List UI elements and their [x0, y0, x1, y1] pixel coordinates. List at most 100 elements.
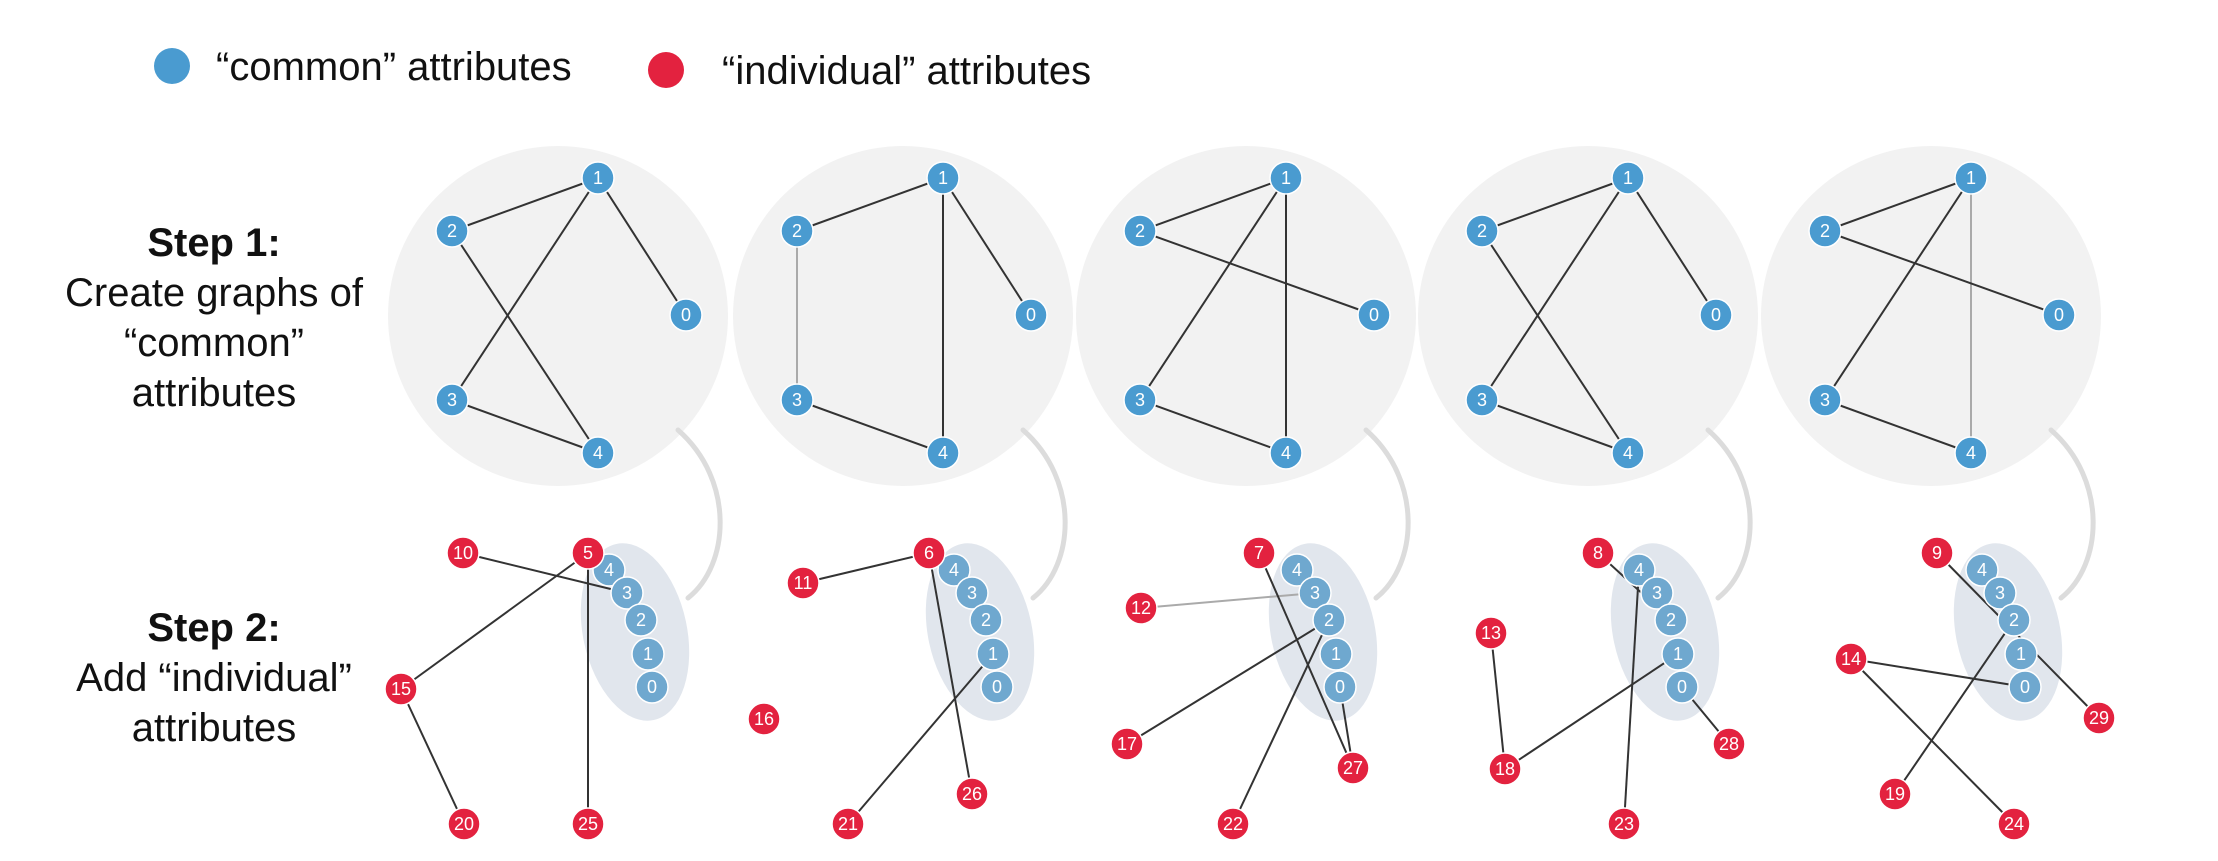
chain-node-1-label: 1 — [1331, 644, 1341, 664]
individual-node-14-label: 14 — [1841, 649, 1861, 669]
chain-node-1-label: 1 — [2016, 644, 2026, 664]
chain-node-4 — [1622, 553, 1656, 587]
chain-node-2 — [1654, 603, 1688, 637]
chain-node-2 — [1312, 603, 1346, 637]
common-node-4 — [581, 436, 615, 470]
individual-node-11-label: 11 — [794, 573, 813, 593]
common-edge — [451, 177, 599, 232]
common-node-0-label: 0 — [1026, 305, 1036, 325]
step-2-label: Step 2: Add “individual” attributes — [24, 603, 404, 753]
common-node-0-label: 0 — [1711, 305, 1721, 325]
chain-node-0-label: 0 — [647, 677, 657, 697]
common-node-4 — [1269, 436, 1303, 470]
chain-node-4-label: 4 — [604, 560, 614, 580]
individual-edge — [1258, 552, 1354, 769]
chain-node-0 — [635, 670, 669, 704]
chain-node-0 — [2008, 670, 2042, 704]
individual-node-5-label: 5 — [583, 543, 593, 563]
step-2-title: Step 2: — [147, 606, 281, 650]
individual-node-18 — [1488, 752, 1522, 786]
common-node-0-label: 0 — [1369, 305, 1379, 325]
individual-edge — [462, 552, 628, 594]
individual-node-28 — [1712, 727, 1746, 761]
individual-node-19 — [1878, 777, 1912, 811]
chain-node-0-label: 0 — [1677, 677, 1687, 697]
individual-node-21 — [831, 807, 865, 841]
chain-node-3-label: 3 — [622, 583, 632, 603]
individual-edge — [1140, 592, 1316, 609]
common-node-4-label: 4 — [1966, 443, 1976, 463]
individual-node-20 — [447, 807, 481, 841]
common-node-3 — [1123, 383, 1157, 417]
chain-node-2 — [969, 603, 1003, 637]
common-edge — [1627, 177, 1717, 316]
common-node-2-label: 2 — [1135, 221, 1145, 241]
individual-legend-dot — [648, 52, 684, 88]
common-edge — [1481, 177, 1629, 401]
individual-node-17 — [1110, 727, 1144, 761]
individual-node-5 — [571, 536, 605, 570]
individual-node-23-label: 23 — [1614, 814, 1634, 834]
chain-node-3 — [955, 576, 989, 610]
chain-node-4-label: 4 — [1634, 560, 1644, 580]
chain-node-2-label: 2 — [1324, 610, 1334, 630]
common-edge — [942, 177, 1032, 316]
common-edge — [796, 177, 944, 232]
individual-edge — [1504, 653, 1679, 770]
individual-legend-label: “individual” attributes — [722, 49, 1092, 93]
individual-node-27 — [1336, 751, 1370, 785]
individual-node-24-label: 24 — [2004, 814, 2024, 834]
common-graph-bubble — [1076, 146, 1416, 486]
individual-node-6-label: 6 — [924, 543, 934, 563]
common-node-0-label: 0 — [2054, 305, 2064, 325]
common-node-2 — [1808, 214, 1842, 248]
common-legend-dot — [154, 48, 190, 84]
step-1-line: attributes — [131, 371, 297, 415]
chain-node-4-label: 4 — [1292, 560, 1302, 580]
chain-node-2-label: 2 — [636, 610, 646, 630]
chain-node-2-label: 2 — [981, 610, 991, 630]
individual-node-26 — [955, 777, 989, 811]
individual-node-28-label: 28 — [1719, 734, 1739, 754]
chain-node-1-label: 1 — [643, 644, 653, 664]
common-node-4-label: 4 — [938, 443, 948, 463]
chain-node-0 — [980, 670, 1014, 704]
common-node-2-label: 2 — [447, 221, 457, 241]
chain-node-1 — [1319, 637, 1353, 671]
individual-node-20-label: 20 — [454, 814, 474, 834]
chain-node-2 — [624, 603, 658, 637]
chain-node-3-label: 3 — [967, 583, 977, 603]
common-node-3 — [1808, 383, 1842, 417]
common-graph-bubble — [733, 146, 1073, 486]
common-node-3-label: 3 — [1135, 390, 1145, 410]
individual-edge — [400, 552, 589, 690]
individual-node-16-label: 16 — [754, 709, 774, 729]
common-node-4-label: 4 — [1281, 443, 1291, 463]
chain-node-4 — [1965, 553, 1999, 587]
individual-node-15 — [384, 672, 418, 706]
individual-node-29-label: 29 — [2089, 708, 2109, 728]
individual-node-10 — [446, 536, 480, 570]
chain-node-1-label: 1 — [1673, 644, 1683, 664]
common-node-1 — [1611, 161, 1645, 195]
connector-arc — [1020, 427, 1068, 601]
chain-node-0-label: 0 — [1335, 677, 1345, 697]
common-node-3-label: 3 — [447, 390, 457, 410]
individual-edge — [802, 552, 930, 584]
individual-node-6 — [912, 536, 946, 570]
chain-node-4-label: 4 — [1977, 560, 1987, 580]
individual-node-9-label: 9 — [1932, 543, 1942, 563]
common-edge — [1824, 399, 1972, 454]
common-node-1 — [926, 161, 960, 195]
common-node-2 — [780, 214, 814, 248]
common-node-1-label: 1 — [593, 168, 603, 188]
individual-edge — [1623, 569, 1640, 825]
chain-node-1 — [1661, 637, 1695, 671]
common-edge — [1139, 399, 1287, 454]
